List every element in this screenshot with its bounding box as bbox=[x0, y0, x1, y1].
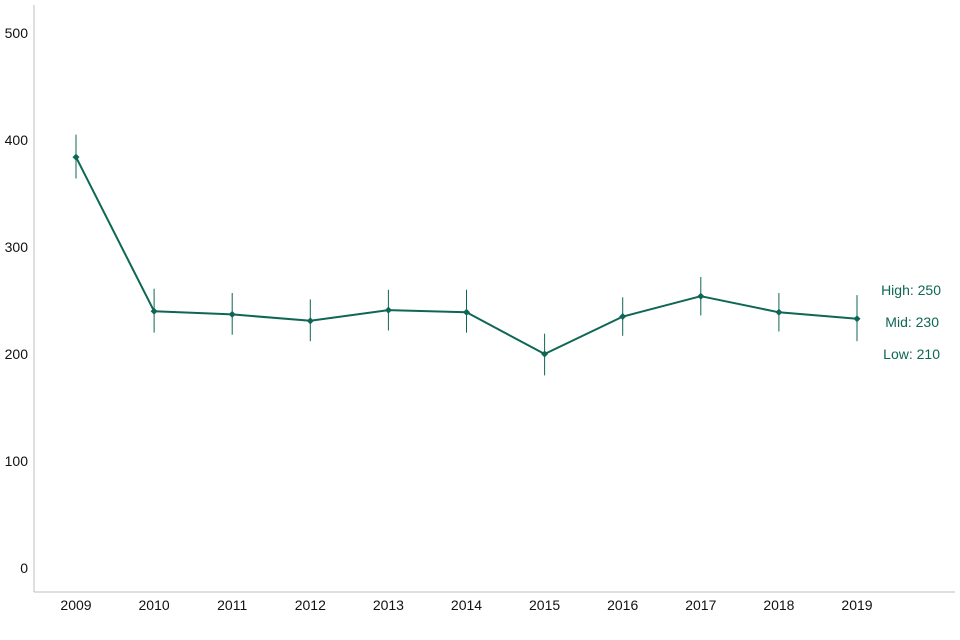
x-tick-label: 2016 bbox=[607, 597, 638, 613]
data-point bbox=[384, 306, 392, 314]
y-tick-label: 0 bbox=[20, 560, 28, 576]
y-tick-label: 100 bbox=[5, 453, 29, 469]
x-tick-label: 2009 bbox=[60, 597, 91, 613]
data-point bbox=[541, 350, 549, 358]
data-point bbox=[150, 307, 158, 315]
x-tick-label: 2010 bbox=[139, 597, 170, 613]
error-bars bbox=[75, 134, 858, 376]
data-point bbox=[853, 315, 861, 323]
data-point bbox=[775, 308, 783, 316]
y-tick-label: 300 bbox=[5, 239, 29, 255]
data-point bbox=[306, 317, 314, 325]
y-tick-label: 500 bbox=[5, 25, 29, 41]
annotation-low: Low: 210 bbox=[883, 346, 940, 362]
x-tick-label: 2014 bbox=[451, 597, 482, 613]
data-point bbox=[619, 313, 627, 321]
data-point bbox=[697, 292, 705, 300]
annotation-high: High: 250 bbox=[881, 282, 941, 298]
x-tick-label: 2012 bbox=[295, 597, 326, 613]
x-tick-label: 2018 bbox=[763, 597, 794, 613]
data-points bbox=[72, 153, 861, 358]
data-point bbox=[72, 153, 80, 161]
data-point bbox=[463, 308, 470, 316]
x-tick-label: 2017 bbox=[685, 597, 716, 613]
y-tick-label: 200 bbox=[5, 346, 29, 362]
annotation-mid: Mid: 230 bbox=[885, 314, 939, 330]
x-tick-label: 2011 bbox=[217, 597, 247, 613]
x-tick-label: 2019 bbox=[841, 597, 872, 613]
y-tick-label: 400 bbox=[5, 132, 29, 148]
y-tick-labels: 0 100 200 300 400 500 bbox=[5, 25, 29, 576]
data-point bbox=[228, 310, 236, 318]
x-tick-labels: 2009 2010 2011 2012 2013 2014 2015 2016 2017 2018… bbox=[60, 597, 872, 613]
x-tick-label: 2015 bbox=[529, 597, 560, 613]
x-tick-label: 2013 bbox=[373, 597, 404, 613]
